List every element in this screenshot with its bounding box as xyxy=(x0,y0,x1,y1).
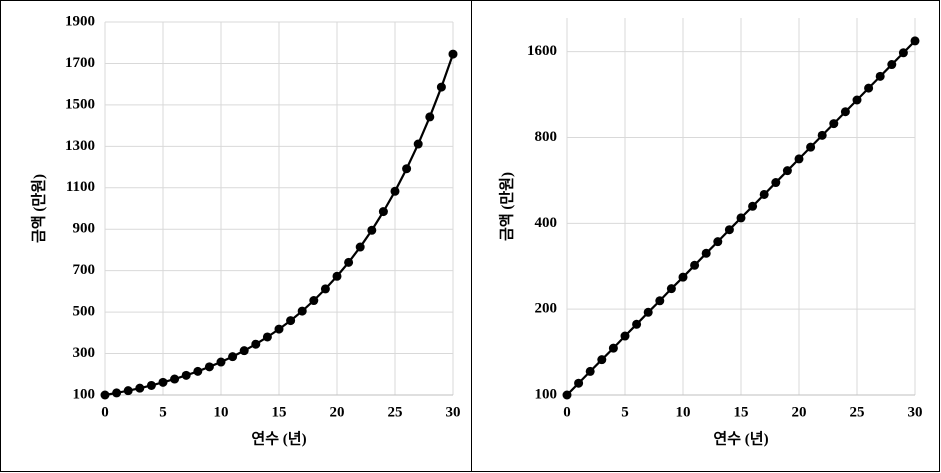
y-tick-label: 300 xyxy=(73,345,96,361)
x-tick-label: 0 xyxy=(563,404,571,420)
data-marker xyxy=(806,142,816,152)
data-marker xyxy=(135,383,145,393)
data-marker xyxy=(402,164,412,174)
data-marker xyxy=(678,272,688,282)
data-marker xyxy=(112,388,122,398)
data-marker xyxy=(585,366,595,376)
data-marker xyxy=(724,225,734,235)
x-tick-label: 30 xyxy=(446,404,461,420)
data-marker xyxy=(193,366,203,376)
data-marker xyxy=(620,331,630,341)
x-tick-label: 10 xyxy=(214,404,229,420)
data-marker xyxy=(748,201,758,211)
data-marker xyxy=(320,284,330,294)
x-tick-label: 5 xyxy=(621,404,629,420)
data-marker xyxy=(608,343,618,353)
data-marker xyxy=(864,83,874,93)
data-marker xyxy=(378,207,388,217)
data-marker xyxy=(898,48,908,58)
y-tick-label: 100 xyxy=(535,386,558,402)
panel-border xyxy=(471,0,940,472)
data-marker xyxy=(216,357,226,367)
data-marker xyxy=(771,178,781,188)
data-marker xyxy=(690,260,700,270)
x-tick-label: 30 xyxy=(908,404,923,420)
data-marker xyxy=(204,362,214,372)
y-tick-label: 1700 xyxy=(65,55,95,71)
y-tick-label: 400 xyxy=(535,215,558,231)
data-marker xyxy=(643,307,653,317)
data-marker xyxy=(794,154,804,164)
x-tick-label: 25 xyxy=(388,404,403,420)
y-tick-label: 1100 xyxy=(66,179,95,195)
y-tick-label: 200 xyxy=(535,301,558,317)
data-marker xyxy=(782,166,792,176)
data-marker xyxy=(297,306,307,316)
data-marker xyxy=(736,213,746,223)
data-marker xyxy=(367,225,377,235)
data-marker xyxy=(251,339,261,349)
data-marker xyxy=(713,237,723,247)
data-marker xyxy=(228,352,238,362)
data-marker xyxy=(170,374,180,384)
data-marker xyxy=(840,107,850,117)
panel-border xyxy=(0,0,472,472)
data-marker xyxy=(597,355,607,365)
data-marker xyxy=(448,49,458,59)
y-tick-label: 900 xyxy=(73,221,96,237)
data-marker xyxy=(574,378,584,388)
data-marker xyxy=(344,257,354,267)
data-marker xyxy=(436,82,446,92)
data-marker xyxy=(309,296,319,306)
y-axis-label: 금액 (만원) xyxy=(497,172,515,241)
data-marker xyxy=(759,189,769,199)
x-axis-label: 연수 (년) xyxy=(713,430,768,447)
data-marker xyxy=(239,346,249,356)
data-marker xyxy=(887,60,897,70)
x-tick-label: 10 xyxy=(676,404,691,420)
data-marker xyxy=(666,284,676,294)
y-tick-label: 100 xyxy=(73,386,96,402)
y-tick-label: 1600 xyxy=(527,43,557,59)
data-marker xyxy=(817,130,827,140)
data-marker xyxy=(123,386,133,396)
y-tick-label: 1500 xyxy=(65,96,95,112)
x-tick-label: 25 xyxy=(850,404,865,420)
data-marker xyxy=(829,119,839,129)
data-marker xyxy=(100,390,110,400)
data-marker xyxy=(355,242,365,252)
data-marker xyxy=(181,370,191,380)
data-marker xyxy=(158,377,168,387)
data-marker xyxy=(632,319,642,329)
data-marker xyxy=(562,390,572,400)
x-tick-label: 0 xyxy=(101,404,109,420)
data-marker xyxy=(332,271,342,281)
x-tick-label: 15 xyxy=(734,404,749,420)
data-marker xyxy=(910,36,920,46)
y-tick-label: 700 xyxy=(73,262,96,278)
y-tick-label: 1300 xyxy=(65,138,95,154)
data-marker xyxy=(701,248,711,258)
y-tick-label: 800 xyxy=(535,129,558,145)
data-marker xyxy=(852,95,862,105)
data-marker xyxy=(146,380,156,390)
data-marker xyxy=(425,112,435,122)
data-marker xyxy=(262,332,272,342)
y-tick-label: 1900 xyxy=(65,13,95,29)
data-marker xyxy=(655,296,665,306)
x-axis-label: 연수 (년) xyxy=(251,430,306,447)
data-marker xyxy=(413,139,423,149)
x-tick-label: 5 xyxy=(159,404,167,420)
data-marker xyxy=(390,186,400,196)
x-tick-label: 20 xyxy=(792,404,807,420)
data-marker xyxy=(875,71,885,81)
data-marker xyxy=(286,316,296,326)
y-axis-label: 금액 (만원) xyxy=(29,174,47,243)
data-marker xyxy=(274,324,284,334)
x-tick-label: 20 xyxy=(330,404,345,420)
x-tick-label: 15 xyxy=(272,404,287,420)
y-tick-label: 500 xyxy=(73,304,96,320)
